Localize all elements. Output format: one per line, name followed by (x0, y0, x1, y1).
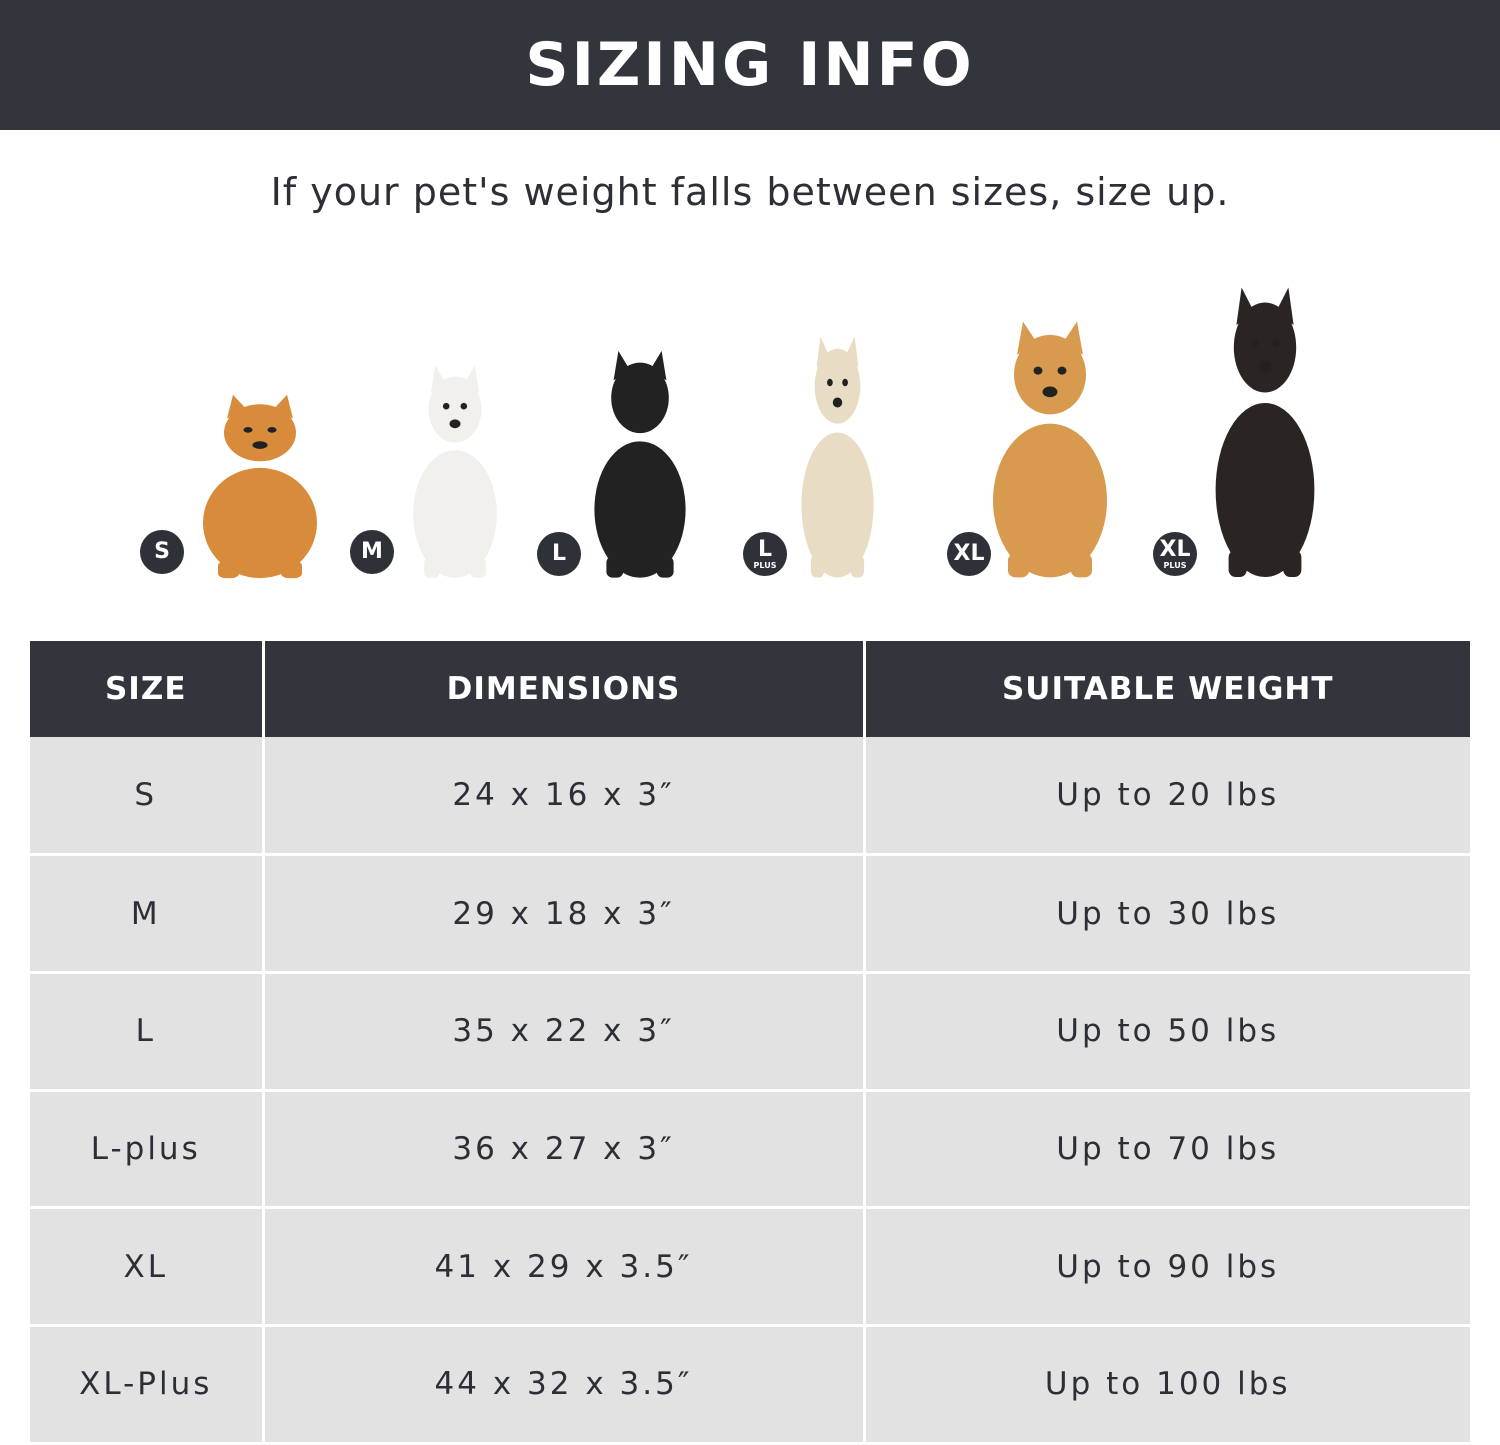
cell-size: L-plus (30, 1090, 265, 1210)
table-row: L 35 x 22 x 3″ Up to 50 lbs (30, 972, 1470, 1092)
cell-dimensions: 36 x 27 x 3″ (261, 1090, 866, 1210)
cell-weight: Up to 90 lbs (862, 1207, 1470, 1327)
header-dimensions: DIMENSIONS (261, 641, 864, 737)
cell-dimensions: 35 x 22 x 3″ (261, 972, 866, 1092)
size-badge: XL PLUS (1153, 532, 1197, 576)
badge-label: L (757, 536, 773, 562)
cell-weight: Up to 50 lbs (862, 972, 1470, 1092)
badge-label: XL (1159, 536, 1191, 562)
badge-plus: PLUS (753, 560, 777, 570)
table-row: L-plus 36 x 27 x 3″ Up to 70 lbs (30, 1090, 1470, 1210)
french-bulldog-icon (413, 365, 497, 578)
size-badge: S (140, 530, 184, 574)
border-collie-icon (594, 350, 686, 578)
cell-size: XL (30, 1207, 265, 1327)
dog-size-gallery: S M L L PLUS XL XL PLUS (0, 270, 1500, 600)
cell-dimensions: 44 x 32 x 3.5″ (261, 1325, 866, 1445)
cell-weight: Up to 100 lbs (862, 1325, 1470, 1445)
badge-label: XL (953, 541, 985, 566)
table-row: XL 41 x 29 x 3.5″ Up to 90 lbs (30, 1207, 1470, 1327)
cell-size: S (30, 737, 265, 857)
badge-label: S (154, 539, 170, 564)
size-badge: L (537, 532, 581, 576)
banner-title: SIZING INFO (525, 30, 975, 100)
cell-weight: Up to 70 lbs (862, 1090, 1470, 1210)
cell-weight: Up to 30 lbs (862, 854, 1470, 974)
header-suitable-weight: SUITABLE WEIGHT (862, 641, 1470, 737)
badge-plus: PLUS (1163, 560, 1187, 570)
labrador-icon (801, 336, 874, 578)
cell-size: XL-Plus (30, 1325, 265, 1445)
size-badge: XL (947, 532, 991, 576)
doberman-icon (1215, 287, 1315, 577)
badge-label: M (361, 539, 383, 564)
golden-retriever-icon (993, 321, 1107, 578)
sizing-tip: If your pet's weight falls between sizes… (270, 170, 1230, 214)
size-badge: L PLUS (743, 532, 787, 576)
sizing-table: SIZE DIMENSIONS SUITABLE WEIGHT S 24 x 16… (30, 641, 1470, 1445)
cell-dimensions: 24 x 16 x 3″ (261, 737, 866, 857)
header-size: SIZE (30, 641, 263, 737)
size-badge: M (350, 530, 394, 574)
pomeranian-icon (203, 394, 317, 579)
cell-weight: Up to 20 lbs (862, 737, 1470, 857)
cell-dimensions: 29 x 18 x 3″ (261, 854, 866, 974)
table-row: M 29 x 18 x 3″ Up to 30 lbs (30, 854, 1470, 974)
cell-size: M (30, 854, 265, 974)
sizing-info-banner: SIZING INFO (0, 0, 1500, 130)
badge-label: L (551, 541, 567, 566)
cell-size: L (30, 972, 265, 1092)
table-row: S 24 x 16 x 3″ Up to 20 lbs (30, 737, 1470, 857)
table-row: XL-Plus 44 x 32 x 3.5″ Up to 100 lbs (30, 1325, 1470, 1445)
cell-dimensions: 41 x 29 x 3.5″ (261, 1207, 866, 1327)
